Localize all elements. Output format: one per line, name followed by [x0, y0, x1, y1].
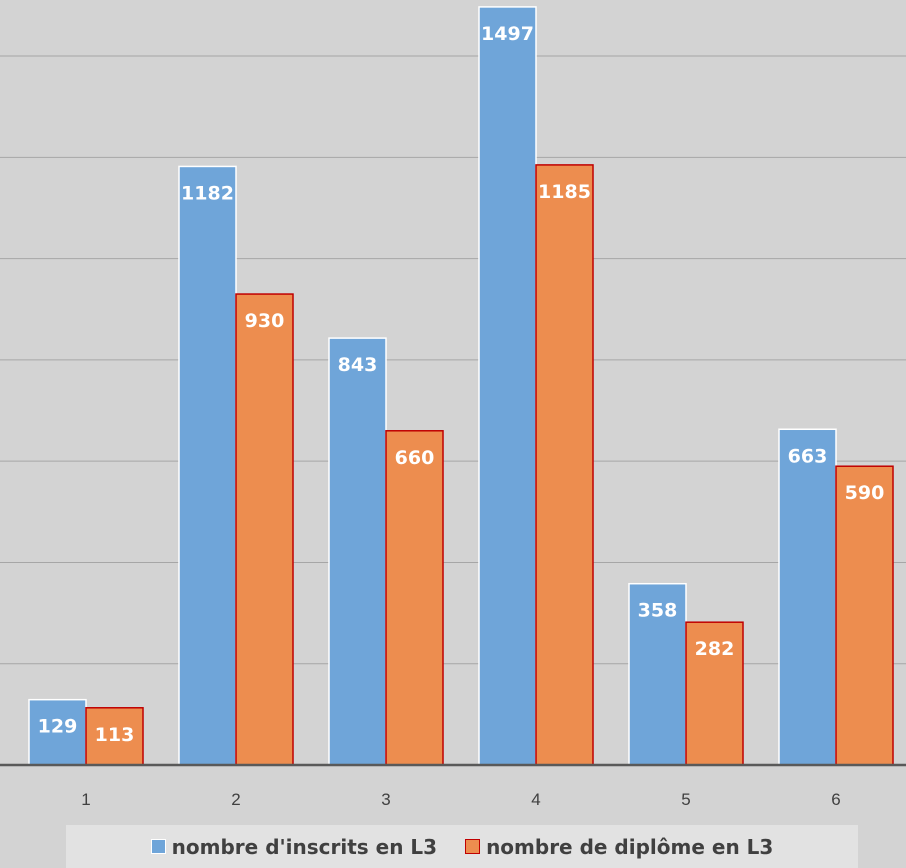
data-labels: 129 113 1182 930 843 660 1497 1185 358 282 663 590 — [38, 23, 885, 746]
bar-inscrits-4 — [478, 6, 537, 766]
legend-label-diplome: nombre de diplôme en L3 — [486, 834, 774, 859]
data-label-inscrits-2: 1182 — [181, 182, 234, 204]
bar-diplome-2 — [235, 293, 294, 766]
x-tick-label-3: 3 — [381, 790, 390, 809]
x-tick-label-1: 1 — [81, 790, 90, 809]
bar-diplome-3 — [385, 430, 444, 766]
x-axis-ticks: 1 2 3 4 5 6 — [81, 790, 840, 809]
data-label-diplome-6: 590 — [845, 482, 885, 504]
bar-diplome-5 — [685, 621, 744, 766]
bar-chart: 129 113118293084366014971185358282663590 … — [0, 6, 906, 809]
data-label-diplome-5: 282 — [695, 638, 735, 660]
x-tick-label-5: 5 — [681, 790, 690, 809]
data-label-inscrits-6: 663 — [788, 445, 828, 467]
x-tick-label-2: 2 — [231, 790, 240, 809]
bar-inscrits-3 — [328, 337, 387, 766]
data-label-diplome-2: 930 — [245, 310, 285, 332]
legend: nombre d'inscrits en L3 nombre de diplôm… — [66, 825, 858, 868]
bar-diplome-6 — [835, 465, 894, 766]
bar-diplome-1 — [85, 707, 144, 766]
legend-swatch-inscrits — [150, 839, 166, 854]
data-label-inscrits-1: 129 — [38, 716, 78, 738]
bars — [28, 6, 894, 766]
legend-item-diplome: nombre de diplôme en L3 — [465, 835, 773, 859]
bar-diplome-4 — [535, 164, 594, 766]
legend-label-inscrits: nombre d'inscrits en L3 — [171, 834, 438, 859]
data-label-inscrits-4: 1497 — [481, 23, 534, 45]
data-label-diplome-4: 1185 — [538, 181, 591, 203]
bar-inscrits-5 — [628, 582, 687, 766]
bar-inscrits-2 — [178, 165, 237, 766]
x-tick-label-4: 4 — [531, 790, 540, 809]
bar-inscrits-6 — [778, 428, 837, 766]
legend-swatch-diplome — [465, 839, 481, 854]
data-label-inscrits-3: 843 — [338, 354, 378, 376]
x-tick-label-6: 6 — [831, 790, 840, 809]
data-label-diplome-1: 113 — [95, 724, 135, 746]
legend-item-inscrits: nombre d'inscrits en L3 — [150, 834, 438, 859]
gridlines — [0, 55, 906, 665]
data-label-diplome-3: 660 — [395, 447, 435, 469]
data-label-inscrits-5: 358 — [638, 600, 678, 622]
